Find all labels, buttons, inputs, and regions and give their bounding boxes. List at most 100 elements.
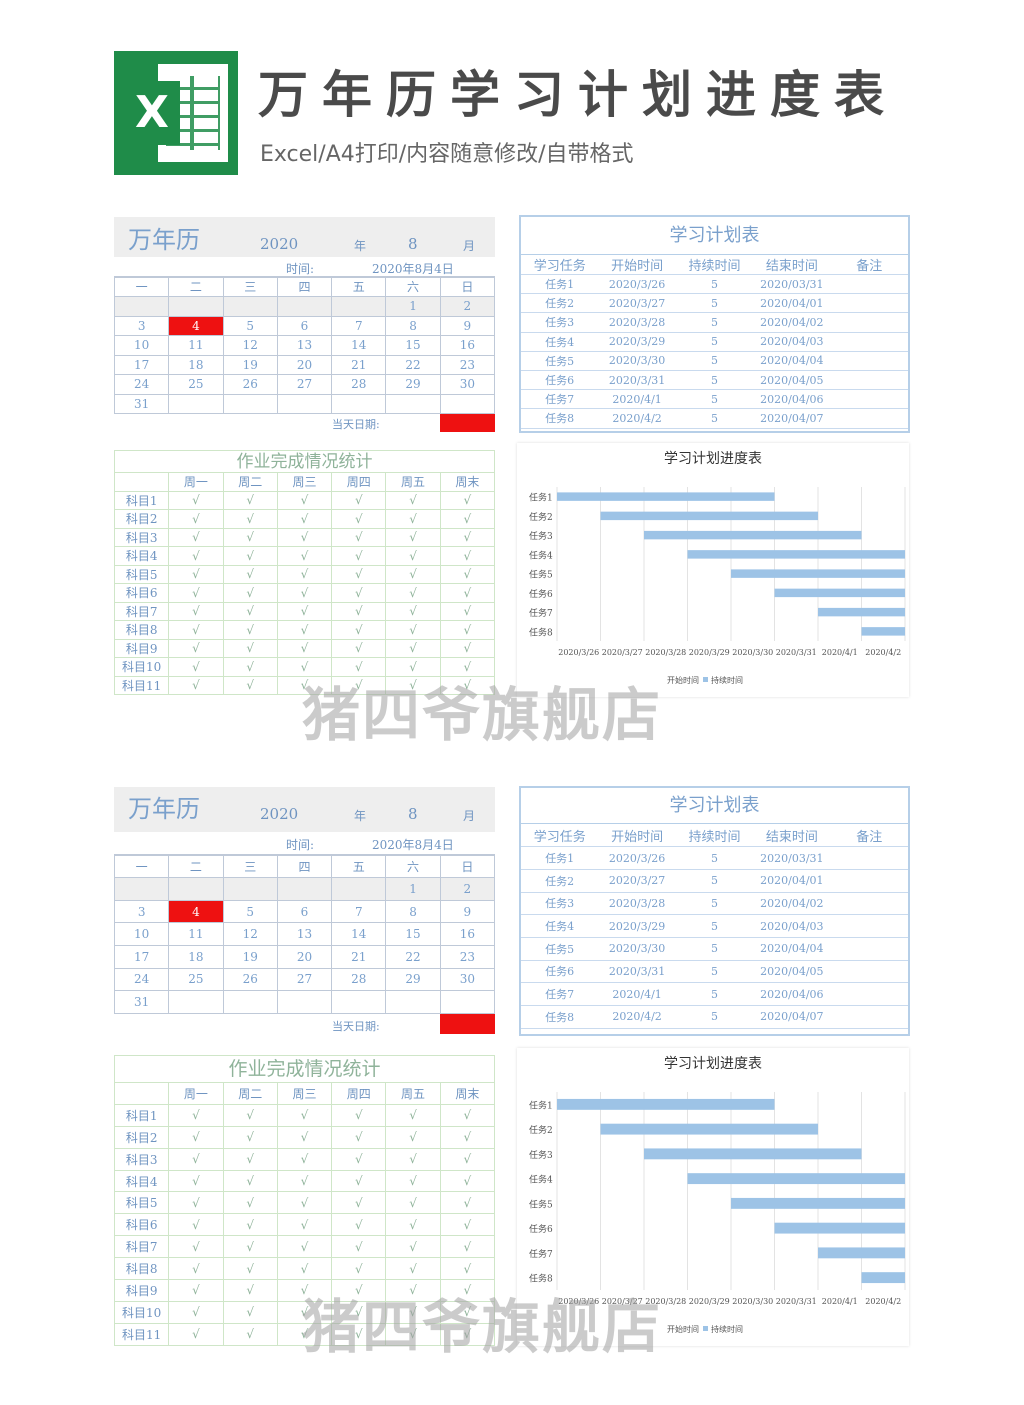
check-mark[interactable]: √ — [276, 1257, 333, 1281]
day-cell[interactable]: 27 — [276, 967, 333, 992]
day-cell[interactable]: 11 — [168, 922, 224, 946]
plan-cell[interactable]: 2020/4/1 — [598, 389, 676, 410]
day-cell[interactable]: 4 — [168, 899, 224, 924]
check-mark[interactable]: √ — [331, 1235, 387, 1259]
plan-cell[interactable]: 任务3 — [521, 892, 599, 916]
check-mark[interactable]: √ — [168, 490, 224, 510]
check-mark[interactable]: √ — [276, 527, 333, 547]
plan-cell[interactable]: 2020/4/1 — [598, 982, 676, 1006]
day-cell[interactable]: 9 — [439, 315, 496, 336]
check-mark[interactable]: √ — [168, 1147, 224, 1171]
plan-cell[interactable] — [830, 332, 908, 352]
plan-cell[interactable]: 5 — [675, 389, 754, 410]
day-cell[interactable]: 30 — [439, 374, 496, 395]
day-cell[interactable]: 7 — [331, 899, 387, 924]
check-mark[interactable]: √ — [439, 583, 496, 603]
day-cell[interactable] — [276, 296, 333, 317]
plan-cell[interactable]: 任务2 — [521, 293, 599, 314]
check-mark[interactable]: √ — [276, 546, 333, 566]
plan-cell[interactable]: 2020/3/30 — [598, 351, 676, 371]
plan-cell[interactable]: 2020/3/27 — [598, 293, 676, 314]
check-mark[interactable]: √ — [439, 1213, 496, 1237]
check-mark[interactable]: √ — [331, 1191, 387, 1215]
check-mark[interactable]: √ — [222, 1213, 278, 1237]
day-cell[interactable]: 17 — [113, 354, 170, 375]
plan-cell[interactable] — [830, 869, 908, 893]
plan-cell[interactable]: 2020/04/04 — [753, 351, 831, 371]
day-cell[interactable]: 16 — [439, 335, 496, 356]
check-mark[interactable]: √ — [168, 509, 224, 529]
day-cell[interactable] — [222, 393, 278, 414]
check-mark[interactable]: √ — [331, 564, 387, 584]
day-cell[interactable]: 4 — [168, 315, 224, 336]
check-mark[interactable]: √ — [276, 583, 333, 603]
plan-cell[interactable]: 5 — [675, 960, 754, 984]
plan-cell[interactable] — [830, 408, 908, 429]
check-mark[interactable]: √ — [385, 638, 441, 658]
plan-cell[interactable]: 2020/3/26 — [598, 274, 676, 295]
day-cell[interactable]: 12 — [222, 335, 278, 356]
plan-cell[interactable] — [830, 312, 908, 333]
plan-cell[interactable]: 5 — [675, 869, 754, 893]
check-mark[interactable]: √ — [439, 601, 496, 621]
plan-cell[interactable]: 5 — [675, 370, 754, 391]
plan-cell[interactable]: 5 — [675, 1005, 754, 1029]
check-mark[interactable]: √ — [385, 583, 441, 603]
day-cell[interactable]: 29 — [385, 967, 441, 992]
check-mark[interactable]: √ — [439, 1191, 496, 1215]
check-mark[interactable]: √ — [331, 601, 387, 621]
plan-cell[interactable] — [830, 960, 908, 984]
day-cell[interactable]: 1 — [385, 296, 441, 317]
check-mark[interactable]: √ — [276, 564, 333, 584]
day-cell[interactable]: 6 — [276, 899, 333, 924]
check-mark[interactable]: √ — [168, 1235, 224, 1259]
check-mark[interactable]: √ — [168, 1213, 224, 1237]
day-cell[interactable]: 5 — [222, 315, 278, 336]
day-cell[interactable] — [331, 990, 387, 1014]
day-cell[interactable]: 9 — [439, 899, 496, 924]
check-mark[interactable]: √ — [331, 1147, 387, 1171]
day-cell[interactable]: 21 — [331, 944, 387, 969]
check-mark[interactable]: √ — [439, 675, 496, 695]
day-cell[interactable]: 13 — [276, 922, 333, 946]
check-mark[interactable]: √ — [168, 1125, 224, 1149]
plan-cell[interactable]: 2020/3/29 — [598, 914, 676, 938]
check-mark[interactable]: √ — [385, 564, 441, 584]
day-cell[interactable] — [222, 877, 278, 901]
day-cell[interactable]: 3 — [113, 899, 170, 924]
plan-cell[interactable]: 5 — [675, 892, 754, 916]
day-cell[interactable]: 20 — [276, 354, 333, 375]
day-cell[interactable]: 31 — [113, 393, 170, 414]
plan-cell[interactable]: 2020/3/27 — [598, 869, 676, 893]
check-mark[interactable]: √ — [385, 527, 441, 547]
plan-cell[interactable]: 2020/03/31 — [753, 846, 831, 870]
day-cell[interactable] — [113, 877, 170, 901]
check-mark[interactable]: √ — [222, 564, 278, 584]
day-cell[interactable]: 15 — [385, 922, 441, 946]
check-mark[interactable]: √ — [222, 1147, 278, 1171]
check-mark[interactable]: √ — [385, 601, 441, 621]
plan-cell[interactable]: 2020/04/06 — [753, 389, 831, 410]
day-cell[interactable]: 12 — [222, 922, 278, 946]
check-mark[interactable]: √ — [168, 657, 224, 677]
day-cell[interactable]: 28 — [331, 374, 387, 395]
check-mark[interactable]: √ — [385, 1125, 441, 1149]
day-cell[interactable]: 23 — [439, 354, 496, 375]
plan-cell[interactable] — [830, 351, 908, 371]
plan-cell[interactable]: 任务7 — [521, 389, 599, 410]
plan-cell[interactable]: 2020/3/31 — [598, 960, 676, 984]
check-mark[interactable]: √ — [276, 490, 333, 510]
plan-cell[interactable]: 2020/04/01 — [753, 869, 831, 893]
day-cell[interactable]: 24 — [113, 967, 170, 992]
plan-cell[interactable]: 任务3 — [521, 312, 599, 333]
check-mark[interactable]: √ — [439, 490, 496, 510]
check-mark[interactable]: √ — [168, 1169, 224, 1193]
day-cell[interactable]: 16 — [439, 922, 496, 946]
check-mark[interactable]: √ — [276, 638, 333, 658]
check-mark[interactable]: √ — [331, 1257, 387, 1281]
check-mark[interactable]: √ — [222, 546, 278, 566]
plan-cell[interactable]: 任务7 — [521, 982, 599, 1006]
plan-cell[interactable]: 2020/04/07 — [753, 408, 831, 429]
plan-cell[interactable] — [830, 937, 908, 961]
day-cell[interactable]: 26 — [222, 374, 278, 395]
